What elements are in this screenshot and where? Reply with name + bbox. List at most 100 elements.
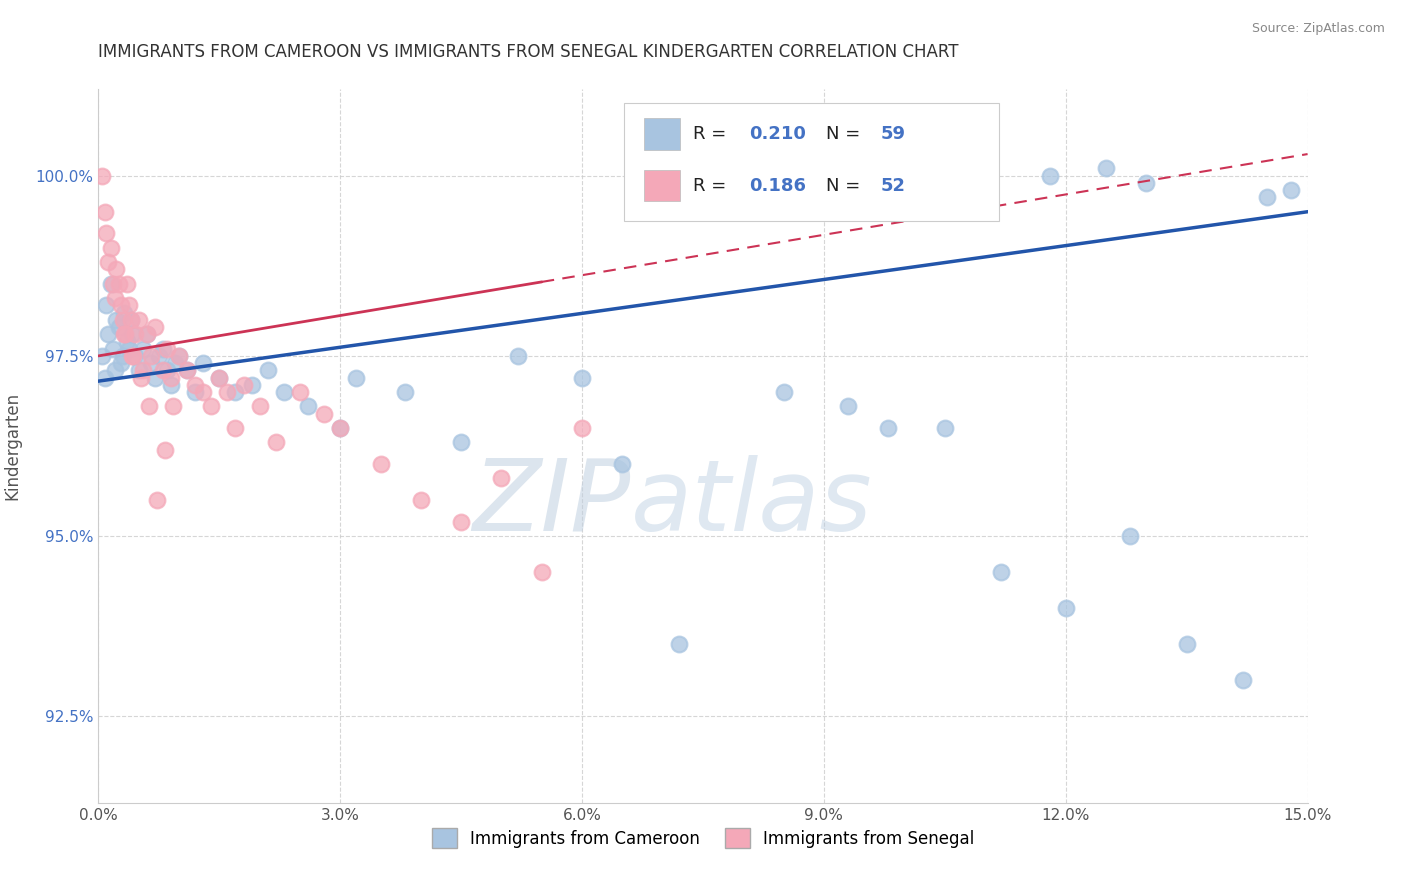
Point [156,342,179,356]
Point [530,565,553,579]
Point [118,342,141,356]
Point [1281,183,1303,197]
Point [1256,190,1278,204]
Text: R =: R = [693,177,733,194]
Text: 0.186: 0.186 [749,177,806,194]
Point [100,241,122,255]
Point [1095,161,1118,176]
Point [571,370,593,384]
Point [120,313,142,327]
Point [135,327,157,342]
Point [96,298,118,312]
Point [176,363,198,377]
Point [118,298,141,312]
Point [155,442,177,457]
Point [96,227,118,241]
Text: atlas: atlas [630,455,872,551]
Point [329,421,352,435]
Point [105,313,128,327]
Point [128,313,150,327]
Point [934,421,956,435]
Point [101,277,124,291]
Point [94,204,117,219]
Point [160,370,183,384]
Point [110,298,132,312]
Text: N =: N = [827,125,866,143]
Point [329,421,352,435]
Point [107,277,129,291]
Text: N =: N = [827,177,866,194]
Point [837,400,859,414]
Point [163,356,186,370]
Point [193,356,215,370]
Point [224,384,246,399]
Point [232,377,254,392]
Point [97,255,120,269]
Point [115,334,138,349]
Point [135,327,157,342]
Text: 0.210: 0.210 [749,125,806,143]
Point [91,169,114,183]
Point [1039,169,1062,183]
Point [772,384,794,399]
Point [217,384,239,399]
Point [450,435,472,450]
Point [143,370,166,384]
Point [571,421,593,435]
Point [409,493,432,508]
Point [297,400,319,414]
Point [94,370,117,384]
Point [877,421,900,435]
Point [97,327,120,342]
Point [139,356,162,370]
Text: ZIP: ZIP [472,455,630,551]
Point [370,457,392,471]
Point [100,277,122,291]
Point [101,342,124,356]
Point [256,363,278,377]
Point [394,384,416,399]
Point [143,320,166,334]
Point [160,377,183,392]
FancyBboxPatch shape [644,119,681,150]
Point [1232,673,1254,688]
Point [288,384,311,399]
Point [506,349,529,363]
Legend: Immigrants from Cameroon, Immigrants from Senegal: Immigrants from Cameroon, Immigrants fro… [425,822,981,855]
Point [990,565,1012,579]
Point [128,363,150,377]
Point [110,356,132,370]
Point [114,327,136,342]
Point [450,515,472,529]
Point [208,370,231,384]
Point [121,327,143,342]
Point [176,363,198,377]
Point [132,363,155,377]
Point [264,435,287,450]
Point [103,291,125,305]
Point [612,457,634,471]
Point [112,306,135,320]
Point [344,370,367,384]
Point [1054,601,1077,615]
FancyBboxPatch shape [624,103,1000,221]
Point [121,349,143,363]
Point [1175,637,1198,651]
Point [107,320,129,334]
Point [200,400,222,414]
Point [184,384,207,399]
Point [224,421,246,435]
Point [112,327,135,342]
Point [124,349,146,363]
Point [491,471,513,485]
Point [240,377,263,392]
Point [91,349,114,363]
Point [273,384,295,399]
Point [162,400,184,414]
Point [167,349,190,363]
Point [167,349,190,363]
Point [124,327,146,342]
Point [156,363,179,377]
Point [111,349,134,363]
Point [314,407,336,421]
